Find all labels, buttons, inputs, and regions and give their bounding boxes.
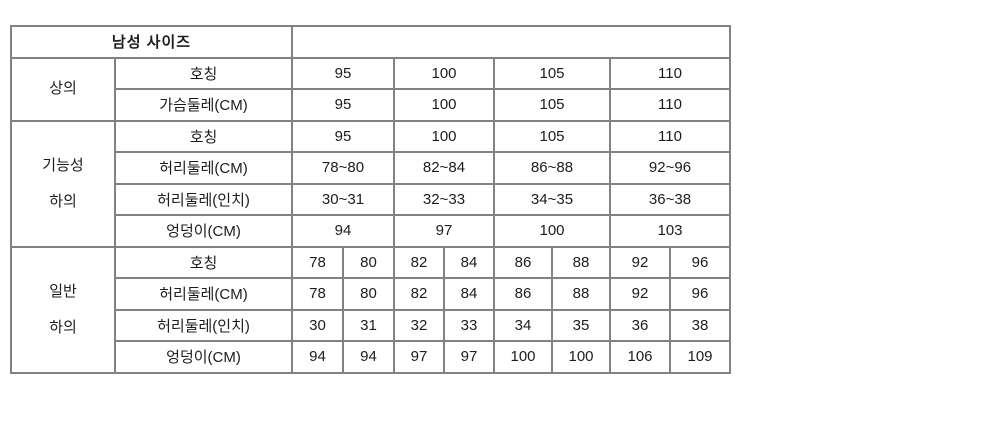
- section-label-general-bottoms: 일반 하의: [10, 245, 116, 374]
- table-row: 허리둘레(인치) 30 31 32 33 34 35 36 38: [11, 308, 731, 342]
- size-value-cell: 106: [609, 340, 671, 374]
- size-value-cell: 105: [493, 119, 611, 153]
- size-value-cell: 110: [609, 119, 731, 153]
- size-value-cell: 36: [609, 308, 671, 342]
- table-row: 가슴둘레(CM) 95 100 105 110: [11, 88, 731, 122]
- size-value-cell: 100: [493, 340, 553, 374]
- size-value-cell: 105: [493, 88, 611, 122]
- size-value-cell: 96: [669, 245, 731, 279]
- size-value-cell: 105: [493, 56, 611, 90]
- table-row: 일반 하의 호칭 78 80 82 84 86 88 92 96: [10, 245, 731, 374]
- size-value-cell: 82~84: [393, 151, 495, 185]
- table-row: 엉덩이(CM) 94 97 100 103: [11, 214, 731, 248]
- size-value-cell: 92~96: [609, 151, 731, 185]
- row-header-waist-inch: 허리둘레(인치): [114, 308, 293, 342]
- size-value-cell: 32~33: [393, 182, 495, 216]
- row-header-waist-cm: 허리둘레(CM): [114, 277, 293, 311]
- size-value-cell: 78: [291, 277, 344, 311]
- title-row: 남성 사이즈: [10, 25, 731, 59]
- row-header-waist-cm: 허리둘레(CM): [114, 151, 293, 185]
- size-value-cell: 32: [393, 308, 445, 342]
- size-value-cell: 88: [551, 277, 611, 311]
- table-title: 남성 사이즈: [10, 25, 293, 59]
- size-value-cell: 95: [291, 56, 395, 90]
- size-value-cell: 86~88: [493, 151, 611, 185]
- table-row: 기능성 하의 호칭 95 100 105 110: [10, 119, 731, 248]
- size-value-cell: 100: [393, 56, 495, 90]
- row-header-hip-cm: 엉덩이(CM): [114, 340, 293, 374]
- row-header-size-label: 호칭: [114, 245, 293, 279]
- size-value-cell: 100: [393, 119, 495, 153]
- mens-size-table: 남성 사이즈 상의 호칭 95 100 105 110 가슴둘레(CM) 95 …: [10, 25, 731, 374]
- row-header-hip-cm: 엉덩이(CM): [114, 214, 293, 248]
- size-value-cell: 88: [551, 245, 611, 279]
- row-header-size-label: 호칭: [114, 119, 293, 153]
- section-label-functional-bottoms: 기능성 하의: [10, 119, 116, 248]
- size-value-cell: 86: [493, 277, 553, 311]
- title-row-spacer: [291, 25, 731, 59]
- size-value-cell: 100: [393, 88, 495, 122]
- size-value-cell: 86: [493, 245, 553, 279]
- table-row: 엉덩이(CM) 94 94 97 97 100 100 106 109: [11, 340, 731, 374]
- table-row: 상의 호칭 95 100 105 110: [10, 56, 731, 122]
- size-value-cell: 109: [669, 340, 731, 374]
- size-value-cell: 38: [669, 308, 731, 342]
- size-value-cell: 94: [291, 214, 395, 248]
- size-value-cell: 82: [393, 245, 445, 279]
- size-value-cell: 110: [609, 56, 731, 90]
- size-value-cell: 33: [443, 308, 495, 342]
- size-value-cell: 78: [291, 245, 344, 279]
- size-value-cell: 78~80: [291, 151, 395, 185]
- size-value-cell: 80: [342, 277, 395, 311]
- size-value-cell: 97: [393, 214, 495, 248]
- size-value-cell: 84: [443, 277, 495, 311]
- size-value-cell: 95: [291, 119, 395, 153]
- size-value-cell: 31: [342, 308, 395, 342]
- size-value-cell: 92: [609, 277, 671, 311]
- size-value-cell: 34: [493, 308, 553, 342]
- size-value-cell: 95: [291, 88, 395, 122]
- size-value-cell: 80: [342, 245, 395, 279]
- size-value-cell: 30~31: [291, 182, 395, 216]
- size-value-cell: 94: [291, 340, 344, 374]
- row-header-waist-inch: 허리둘레(인치): [114, 182, 293, 216]
- size-value-cell: 94: [342, 340, 395, 374]
- size-value-cell: 97: [393, 340, 445, 374]
- size-value-cell: 97: [443, 340, 495, 374]
- size-value-cell: 103: [609, 214, 731, 248]
- table-row: 허리둘레(CM) 78~80 82~84 86~88 92~96: [11, 151, 731, 185]
- size-value-cell: 92: [609, 245, 671, 279]
- size-value-cell: 100: [551, 340, 611, 374]
- size-value-cell: 30: [291, 308, 344, 342]
- size-value-cell: 110: [609, 88, 731, 122]
- section-label-tops: 상의: [10, 56, 116, 122]
- table-row: 허리둘레(인치) 30~31 32~33 34~35 36~38: [11, 182, 731, 216]
- row-header-size-label: 호칭: [114, 56, 293, 90]
- size-value-cell: 34~35: [493, 182, 611, 216]
- size-value-cell: 35: [551, 308, 611, 342]
- size-value-cell: 36~38: [609, 182, 731, 216]
- size-value-cell: 82: [393, 277, 445, 311]
- row-header-chest-cm: 가슴둘레(CM): [114, 88, 293, 122]
- size-value-cell: 84: [443, 245, 495, 279]
- table-row: 허리둘레(CM) 78 80 82 84 86 88 92 96: [11, 277, 731, 311]
- size-value-cell: 100: [493, 214, 611, 248]
- size-value-cell: 96: [669, 277, 731, 311]
